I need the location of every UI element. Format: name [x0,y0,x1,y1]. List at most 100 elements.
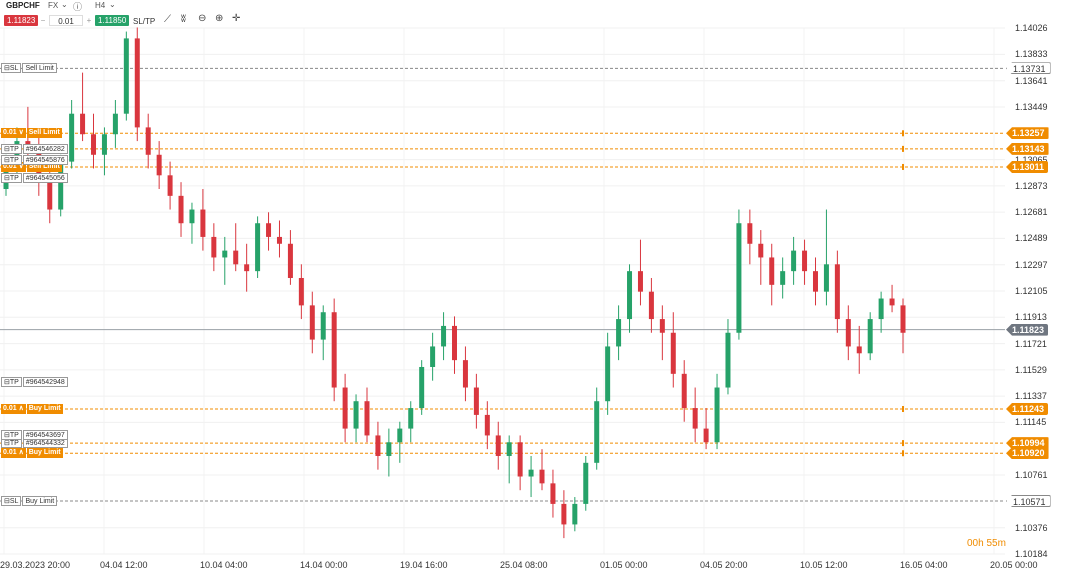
order-chip[interactable]: 0.01 ∧ [1,404,26,414]
order-chip[interactable]: ⊟SL [1,63,22,74]
order-label[interactable]: ⊟SL Buy Limit [1,496,58,507]
bull-candle [222,250,228,258]
bear-candle [648,291,654,320]
order-chip[interactable]: #964542948 [22,377,68,388]
price-tick: 1.12105 [1015,286,1048,296]
order-label[interactable]: ⊟TP #964545876 [1,154,68,165]
order-price-tag[interactable]: 1.13011 [1006,160,1049,173]
zoom-in-icon[interactable]: ⊕ [215,13,224,24]
order-chip[interactable]: Buy Limit [26,404,63,414]
bull-candle [123,38,129,114]
order-label[interactable]: ⊟TP #964545056 [1,173,68,184]
order-label[interactable]: ⊟TP #964546282 [1,143,68,154]
time-tick: 19.04 16:00 [400,560,448,570]
order-label[interactable]: 0.01 ∧ Buy Limit [1,404,63,414]
quantity-input[interactable]: 0.01 [49,15,83,26]
order-chip[interactable]: ⊟TP [1,173,22,184]
bear-candle [167,175,173,196]
order-label[interactable]: 0.01 ∨ Sell Limit [1,128,62,139]
order-label[interactable]: ⊟TP #964542948 [1,377,68,388]
chevron-down-icon[interactable]: ⌄ [109,0,116,9]
quantity-plus-button[interactable]: + [84,15,94,26]
order-price-tag[interactable]: 1.10571 [1006,495,1051,508]
order-marker [902,406,904,413]
order-price-tag[interactable]: 1.11243 [1006,403,1049,415]
bear-candle [244,264,250,272]
bull-candle [572,503,578,525]
order-price-tag[interactable]: 1.10920 [1006,447,1049,460]
price-tick: 1.14026 [1015,23,1048,33]
order-label[interactable]: 0.01 ∨ Sell Limit [1,161,62,172]
price-tick: 1.11145 [1015,417,1047,428]
order-price-tag[interactable]: 1.13731 [1006,62,1051,75]
zoom-out-icon[interactable]: ⊖ [198,13,207,24]
sltp-button[interactable]: SL/TP [133,17,156,26]
order-chip[interactable]: Sell Limit [26,161,62,172]
order-chip[interactable]: ⊟TP [1,377,22,388]
order-chip[interactable]: #964545056 [22,173,68,184]
order-chip[interactable]: #964546282 [22,143,68,154]
bear-candle [769,257,775,285]
bear-candle [758,243,764,258]
price-tick: 1.13833 [1015,49,1048,60]
order-chip[interactable]: ⊟SL [1,496,22,507]
line-chart-icon[interactable]: ⟋ [164,14,171,25]
time-tick: 14.04 00:00 [300,560,348,570]
order-chip[interactable]: 0.01 ∧ [1,448,26,459]
order-chip[interactable]: Sell Limit [22,63,57,74]
order-chip[interactable]: Buy Limit [22,496,58,507]
timeframe-label[interactable]: H4 [95,1,106,10]
bear-candle [462,360,468,388]
bear-candle [670,332,676,374]
order-label[interactable]: ⊟SL Sell Limit [1,63,57,74]
chevron-down-icon[interactable]: ⌄ [61,0,68,9]
bull-candle [878,298,884,320]
current-price-tag[interactable]: 1.11823 [1006,323,1049,336]
bear-candle [145,127,151,155]
quantity-minus-button[interactable]: − [38,15,48,26]
time-tick: 04.04 12:00 [100,560,148,570]
order-chip[interactable]: Sell Limit [26,128,62,139]
symbol-label[interactable]: GBPCHF [6,1,40,10]
order-marker [902,450,904,457]
bull-candle [69,113,75,162]
order-chip[interactable]: ⊟TP [1,154,22,165]
order-chip[interactable]: Buy Limit [26,448,63,459]
bull-candle [528,469,534,477]
order-chip[interactable]: ⊟TP [1,143,22,154]
time-tick: 29.03.2023 20:00 [0,560,71,570]
price-tick: 1.10184 [1015,549,1048,559]
bear-candle [91,134,97,155]
crosshair-icon[interactable]: ✛ [232,13,241,24]
order-chip[interactable]: #964543697 [22,430,68,441]
bull-candle [441,325,447,347]
order-chip[interactable]: #964545876 [22,154,68,165]
order-marker [902,163,904,170]
order-chip[interactable]: 0.01 ∨ [1,161,26,172]
info-icon[interactable]: ⓘ [73,2,83,12]
bear-candle [517,442,523,477]
bull-candle [616,319,622,347]
order-chip[interactable]: 0.01 ∨ [1,128,26,139]
price-tick: 1.12873 [1015,180,1048,191]
bull-candle [714,387,720,443]
bull-candle [101,134,107,155]
indicators-icon[interactable]: ʬ [181,14,186,25]
order-price-tag[interactable]: 1.13257 [1006,127,1049,140]
bull-candle [725,332,731,388]
buy-button[interactable]: 1.11850 [95,15,130,26]
bear-candle [134,38,140,128]
time-tick: 25.04 08:00 [500,560,548,570]
order-chip[interactable]: ⊟TP [1,430,22,441]
order-label[interactable]: 0.01 ∧ Buy Limit [1,448,63,459]
order-label[interactable]: ⊟TP #964543697 [1,430,68,441]
bear-candle [802,250,808,272]
bull-candle [189,209,195,224]
order-price-tag[interactable]: 1.10994 [1006,437,1049,450]
bear-candle [561,503,567,525]
order-price-tag[interactable]: 1.13143 [1006,142,1049,155]
sell-button[interactable]: 1.11823 [4,15,39,26]
bull-candle [736,223,742,333]
